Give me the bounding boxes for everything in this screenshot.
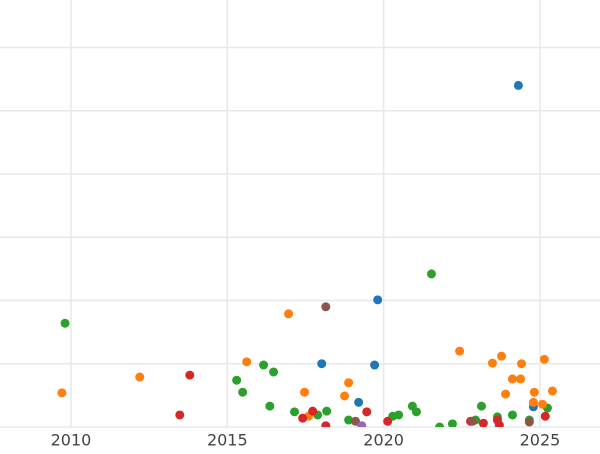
point — [411, 407, 421, 417]
point — [373, 295, 383, 305]
point — [455, 346, 465, 356]
point — [540, 411, 550, 421]
labels: 2010 2015 2020 2025 — [51, 431, 561, 450]
point — [487, 358, 497, 368]
point — [321, 421, 331, 427]
point — [497, 351, 507, 361]
point — [507, 374, 517, 384]
point — [57, 388, 67, 398]
points — [57, 80, 557, 427]
point — [547, 386, 557, 396]
point — [501, 389, 511, 399]
x-tick-label: 2015 — [207, 431, 248, 450]
point — [232, 375, 242, 385]
point — [507, 410, 517, 420]
point — [435, 422, 445, 427]
point — [242, 357, 252, 367]
point — [537, 399, 547, 409]
point — [135, 372, 145, 382]
point — [357, 421, 367, 427]
grid — [0, 0, 600, 428]
point — [516, 374, 526, 384]
point — [265, 401, 275, 411]
point — [259, 360, 269, 370]
point — [344, 415, 354, 425]
x-tick-label: 2025 — [520, 431, 561, 450]
x-tick-label: 2010 — [51, 431, 92, 450]
point — [513, 80, 523, 90]
point — [477, 401, 487, 411]
point — [529, 387, 539, 397]
point — [321, 302, 331, 312]
point — [354, 397, 364, 407]
point — [238, 387, 248, 397]
point — [426, 269, 436, 279]
point — [539, 354, 549, 364]
point — [350, 416, 360, 426]
point — [447, 419, 457, 427]
x-tick-label: 2020 — [363, 431, 404, 450]
point — [322, 406, 332, 416]
point — [517, 359, 527, 369]
point — [308, 406, 318, 416]
point — [269, 367, 279, 377]
point — [370, 360, 380, 370]
point — [340, 391, 350, 401]
point — [528, 397, 538, 407]
point — [394, 410, 404, 420]
point — [298, 413, 308, 423]
point — [60, 318, 70, 328]
point — [494, 420, 504, 427]
point — [344, 378, 354, 388]
point — [284, 309, 294, 319]
point — [478, 418, 488, 427]
point — [524, 417, 534, 427]
point — [383, 416, 393, 426]
point — [362, 407, 372, 417]
point — [290, 407, 300, 417]
point — [175, 410, 185, 420]
point — [300, 387, 310, 397]
point — [317, 359, 327, 369]
point — [467, 416, 477, 426]
point — [185, 370, 195, 380]
